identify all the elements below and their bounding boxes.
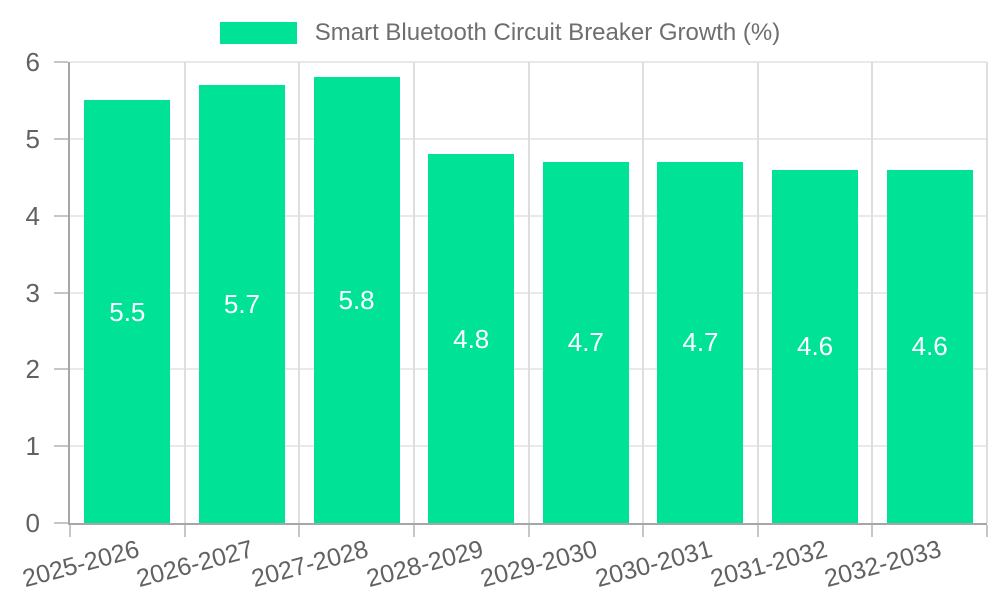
- y-tick-label: 5: [25, 123, 40, 154]
- bar[interactable]: [428, 154, 515, 523]
- y-tick-mark: [54, 61, 68, 63]
- plot-area: 5.5 5.7 5.8 4.8 4.7 4.7 4.6 4.6: [54, 61, 988, 537]
- legend-swatch: [219, 22, 297, 44]
- x-tick-label: 2031-2032: [707, 535, 830, 594]
- x-tick-mark: [69, 525, 71, 537]
- x-gridline: [527, 62, 530, 523]
- bar[interactable]: [84, 100, 171, 523]
- x-tick-mark: [756, 525, 759, 537]
- x-tick-mark: [871, 525, 874, 537]
- x-tick-label: 2029-2030: [477, 535, 601, 594]
- legend-label: Smart Bluetooth Circuit Breaker Growth (…: [314, 19, 781, 46]
- y-tick-label: 2: [25, 354, 40, 385]
- x-tick-label: 2025-2026: [19, 535, 143, 594]
- y-tick-label: 3: [25, 277, 40, 308]
- x-tick-label: 2027-2028: [248, 535, 372, 594]
- x-tick-label: 2030-2031: [592, 535, 716, 594]
- x-gridline: [642, 62, 645, 523]
- x-tick-mark: [642, 525, 645, 537]
- x-gridline: [871, 62, 874, 523]
- y-tick-mark: [54, 368, 68, 371]
- x-tick-mark: [183, 525, 186, 537]
- y-tick-mark: [54, 214, 68, 217]
- x-tick-label: 2028-2029: [363, 535, 486, 594]
- y-tick-label: 6: [25, 47, 40, 77]
- x-gridline: [986, 62, 988, 523]
- x-tick-mark: [527, 525, 530, 537]
- x-gridline: [756, 62, 759, 523]
- y-tick-label: 1: [25, 431, 40, 462]
- x-gridline: [412, 62, 415, 523]
- bar[interactable]: [657, 161, 744, 523]
- x-axis: 2025-2026 2026-2027 2027-2028 2028-2029 2029…: [19, 523, 985, 600]
- bar[interactable]: [772, 169, 859, 523]
- x-tick-mark: [412, 525, 415, 537]
- y-axis: 0 1 2 3 4 5 6: [0, 49, 40, 536]
- x-tick-label: 2032-2033: [821, 535, 945, 594]
- legend[interactable]: Smart Bluetooth Circuit Breaker Growth (…: [0, 19, 1000, 46]
- y-tick-label: 4: [25, 200, 40, 231]
- y-tick-mark: [54, 291, 68, 294]
- x-gridline: [183, 62, 186, 523]
- bar[interactable]: [198, 85, 285, 523]
- x-gridline: [298, 62, 301, 523]
- bar[interactable]: [542, 161, 629, 523]
- x-tick-mark: [298, 525, 301, 537]
- bar[interactable]: [886, 169, 973, 523]
- y-tick-label: 0: [25, 508, 40, 538]
- y-tick-mark: [54, 137, 68, 140]
- x-tick-mark: [986, 525, 988, 537]
- y-tick-mark: [54, 445, 68, 448]
- y-tick-mark: [54, 522, 68, 524]
- bar[interactable]: [313, 77, 400, 523]
- x-tick-label: 2026-2027: [133, 535, 257, 594]
